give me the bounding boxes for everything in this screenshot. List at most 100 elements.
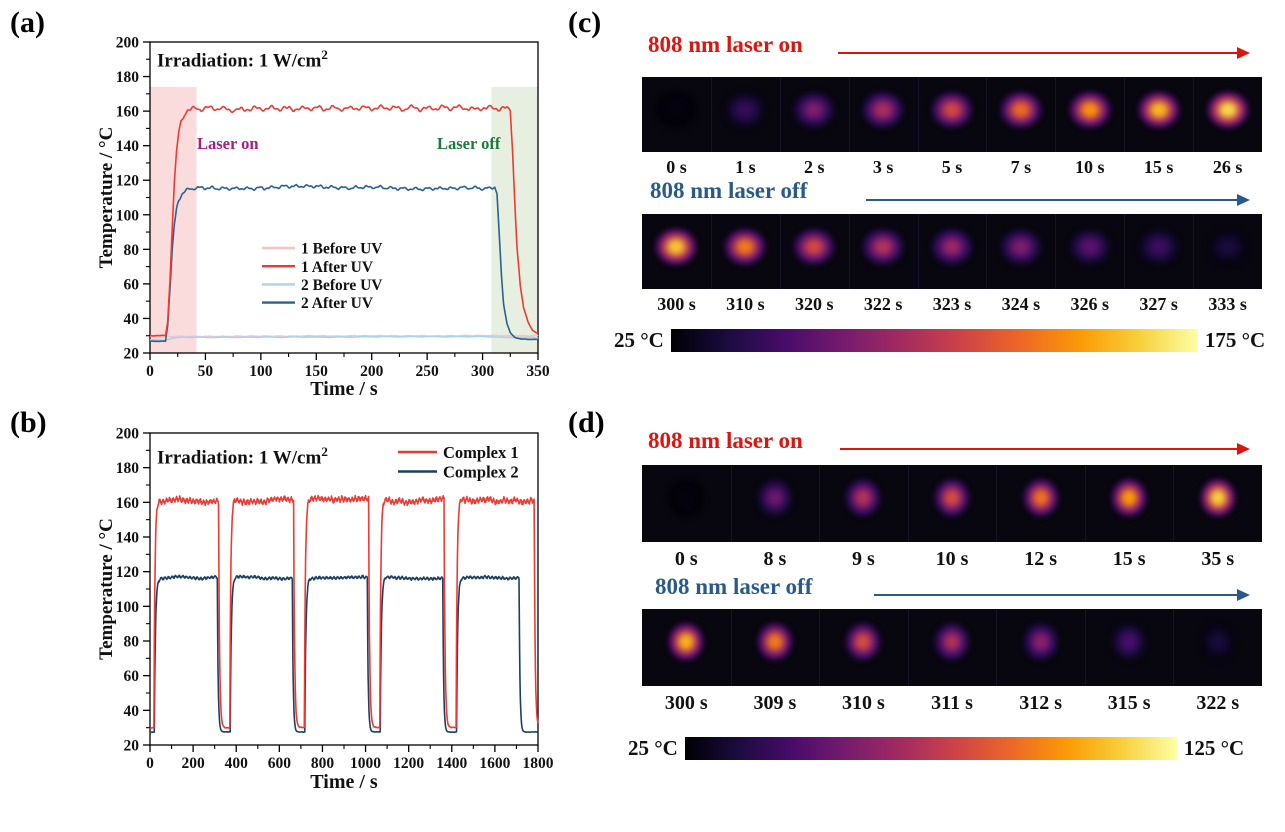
- laser-off-arrow-d: [874, 588, 1250, 601]
- thermal-frame: [986, 214, 1055, 289]
- svg-text:2 Before UV: 2 Before UV: [301, 277, 383, 294]
- time-label: 326 s: [1070, 294, 1110, 314]
- thermal-blob: [1193, 616, 1242, 673]
- thermal-blob: [717, 84, 774, 139]
- time-label: 15 s: [1143, 157, 1174, 177]
- thermal-frame: [996, 609, 1085, 686]
- irradiation-annotation-a: Irradiation: 1 W/cm2: [157, 47, 328, 72]
- thermal-blob: [786, 84, 843, 139]
- time-label: 333 s: [1208, 294, 1247, 314]
- temperature-time-chart-b: 0 200 400 600 800 1000 1200 1400 1600 1800 20 40 60 8…: [96, 426, 554, 794]
- time-label: 5 s: [941, 157, 963, 177]
- thermal-blob: [750, 472, 799, 529]
- time-label: 315 s: [1107, 692, 1151, 714]
- thermal-frame: [849, 77, 918, 152]
- thermal-blob: [855, 84, 912, 139]
- thermal-blob: [717, 221, 774, 276]
- laser-on-heading-d: 808 nm laser on: [648, 428, 803, 453]
- thermal-blob: [855, 221, 912, 276]
- svg-text:Time / s: Time / s: [310, 771, 378, 793]
- svg-text:Time / s: Time / s: [310, 378, 378, 400]
- thermal-strip-c-off: [642, 214, 1262, 289]
- time-label: 10 s: [935, 548, 969, 570]
- thermal-frame: [908, 609, 997, 686]
- time-label: 324 s: [1001, 294, 1041, 314]
- svg-text:20: 20: [124, 738, 140, 755]
- thermal-frame: [780, 214, 849, 289]
- time-label: 3 s: [872, 157, 894, 177]
- time-label: 320 s: [794, 294, 834, 314]
- laser-on-arrow-c: [838, 46, 1250, 59]
- time-label: 9 s: [852, 548, 875, 570]
- time-label: 311 s: [931, 692, 973, 714]
- svg-text:100: 100: [249, 363, 273, 380]
- svg-text:140: 140: [116, 530, 140, 547]
- thermal-frame: [642, 214, 711, 289]
- laser-on-arrow-d: [840, 442, 1250, 455]
- thermal-frame: [642, 465, 731, 542]
- thermal-frame: [996, 465, 1085, 542]
- svg-text:60: 60: [124, 668, 140, 685]
- svg-text:400: 400: [225, 755, 249, 772]
- thermal-blob: [1105, 616, 1154, 673]
- series-complex-1: [149, 494, 539, 729]
- thermal-blob: [1016, 472, 1065, 529]
- time-label: 322 s: [863, 294, 903, 314]
- svg-text:1 Before UV: 1 Before UV: [301, 241, 383, 258]
- time-label: 323 s: [932, 294, 972, 314]
- thermal-frame: [1085, 465, 1174, 542]
- panel-d-letter: (d): [568, 406, 605, 439]
- laser-off-note: Laser off: [437, 134, 501, 153]
- time-label: 26 s: [1212, 157, 1243, 177]
- svg-text:350: 350: [526, 363, 550, 380]
- thermal-frame: [711, 214, 780, 289]
- svg-text:100: 100: [116, 207, 140, 224]
- thermal-frame: [819, 465, 908, 542]
- thermal-strip-d-on: [642, 465, 1262, 542]
- irradiation-annotation-b: Irradiation: 1 W/cm2: [157, 444, 328, 469]
- colorbar-d-max-label: 125 °C: [1183, 736, 1245, 760]
- thermal-blob: [1061, 84, 1118, 139]
- svg-text:Complex 1: Complex 1: [443, 443, 519, 462]
- thermal-blob: [1193, 472, 1242, 529]
- thermal-blob: [839, 616, 888, 673]
- series-1-after-uv: [149, 104, 539, 337]
- thermal-blob: [1199, 84, 1256, 139]
- svg-text:200: 200: [116, 426, 140, 443]
- svg-text:160: 160: [116, 495, 140, 512]
- temperature-time-chart-a: 0 50 100 150 200 250 300 350 20 40 60 80 100 120 140 16…: [96, 35, 550, 401]
- time-label: 322 s: [1196, 692, 1240, 714]
- time-label: 310 s: [842, 692, 885, 714]
- time-label: 312 s: [1019, 692, 1062, 714]
- time-label: 300 s: [657, 294, 696, 314]
- thermal-blob: [662, 616, 711, 673]
- time-labels-d-on: 0 s 8 s 9 s 10 s 12 s 15 s 35 s: [642, 548, 1262, 571]
- svg-text:1400: 1400: [436, 755, 467, 772]
- thermal-blob: [1105, 472, 1154, 529]
- thermal-blob: [1061, 221, 1118, 276]
- time-label: 0 s: [674, 548, 698, 570]
- thermal-blob: [750, 616, 799, 673]
- svg-text:20: 20: [124, 346, 140, 363]
- time-label: 10 s: [1075, 157, 1105, 177]
- thermal-frame: [1173, 465, 1262, 542]
- svg-text:800: 800: [311, 755, 335, 772]
- time-label: 309 s: [753, 692, 797, 714]
- time-labels-c-off: 300 s 310 s 320 s 322 s 323 s 324 s 326 s 327 s…: [642, 294, 1262, 315]
- thermal-blob: [1130, 221, 1187, 276]
- thermal-frame: [849, 214, 918, 289]
- svg-text:40: 40: [124, 311, 140, 328]
- thermal-blob: [648, 221, 705, 276]
- thermal-blob: [1016, 616, 1065, 673]
- svg-text:40: 40: [124, 703, 140, 720]
- svg-text:1000: 1000: [350, 755, 381, 772]
- svg-text:180: 180: [116, 460, 140, 477]
- svg-text:2 After UV: 2 After UV: [301, 295, 374, 312]
- svg-text:80: 80: [124, 634, 140, 651]
- series-2-after-uv: [149, 183, 538, 343]
- thermal-blob: [1130, 84, 1187, 139]
- svg-text:1800: 1800: [523, 755, 554, 772]
- chart-a: 0 50 100 150 200 250 300 350 20 40 60 80 100 120 140 16…: [96, 35, 550, 401]
- svg-text:50: 50: [198, 363, 214, 380]
- svg-text:0: 0: [146, 755, 154, 772]
